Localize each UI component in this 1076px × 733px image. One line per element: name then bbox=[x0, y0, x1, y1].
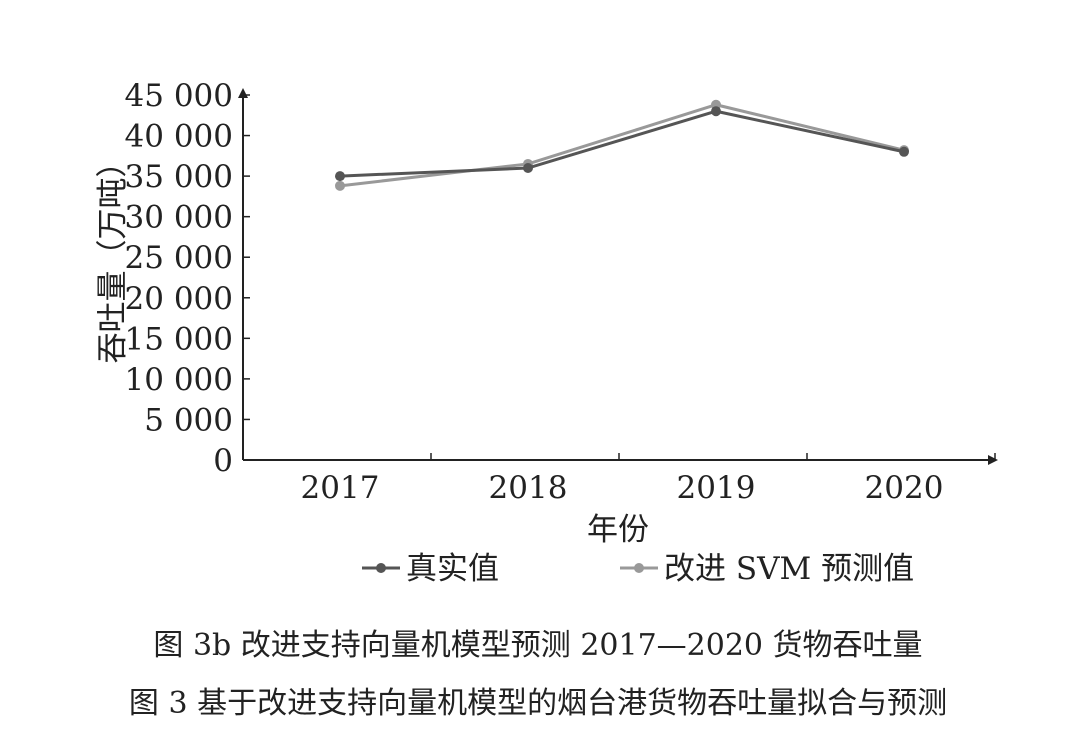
y-tick-label: 15 000 bbox=[125, 321, 233, 357]
x-axis-arrow bbox=[988, 455, 998, 465]
y-tick-label: 10 000 bbox=[125, 362, 233, 398]
chart-axes bbox=[238, 88, 998, 465]
figure-caption: 图 3 基于改进支持向量机模型的烟台港货物吞吐量拟合与预测 bbox=[128, 686, 948, 721]
x-tick-label: 2020 bbox=[865, 470, 944, 506]
y-tick-label: 35 000 bbox=[125, 159, 233, 195]
x-tick-label: 2018 bbox=[489, 470, 568, 506]
chart-legend: 真实值 改进 SVM 预测值 bbox=[362, 551, 914, 587]
y-tick-label: 5 000 bbox=[144, 402, 233, 438]
legend-swatch-marker bbox=[376, 563, 386, 573]
y-axis-arrow bbox=[238, 88, 248, 98]
y-axis-ticks: 0 5 000 10 000 15 000 20 000 25 000 30 000 35 0… bbox=[125, 78, 250, 479]
data-point bbox=[523, 163, 533, 173]
y-tick-label: 45 000 bbox=[125, 78, 233, 114]
series-1 bbox=[335, 99, 909, 191]
series-layer bbox=[335, 99, 909, 191]
x-axis-ticks: 2017 2018 2019 2020 bbox=[301, 453, 996, 506]
y-tick-label: 25 000 bbox=[125, 240, 233, 276]
data-point bbox=[335, 180, 345, 191]
x-tick-label: 2019 bbox=[677, 470, 756, 506]
series-line bbox=[339, 109, 905, 178]
x-axis-label: 年份 bbox=[587, 512, 649, 548]
y-axis-label: 吞吐量（万吨） bbox=[95, 147, 131, 364]
figure-subcaption: 图 3b 改进支持向量机模型预测 2017—2020 货物吞吐量 bbox=[153, 628, 923, 663]
legend-item: 真实值 bbox=[362, 551, 499, 587]
series-0 bbox=[335, 106, 909, 182]
series-line bbox=[339, 103, 905, 188]
x-tick-label: 2017 bbox=[301, 470, 380, 506]
legend-swatch-marker bbox=[634, 563, 644, 573]
legend-item: 改进 SVM 预测值 bbox=[620, 551, 914, 587]
y-tick-label: 30 000 bbox=[125, 200, 233, 236]
y-tick-label: 40 000 bbox=[125, 119, 233, 155]
data-point bbox=[711, 106, 721, 117]
y-tick-label: 0 bbox=[213, 443, 233, 479]
data-point bbox=[899, 146, 909, 157]
legend-label: 真实值 bbox=[406, 551, 499, 587]
data-point bbox=[335, 171, 345, 182]
y-tick-label: 20 000 bbox=[125, 281, 233, 317]
legend-label: 改进 SVM 预测值 bbox=[664, 551, 914, 587]
